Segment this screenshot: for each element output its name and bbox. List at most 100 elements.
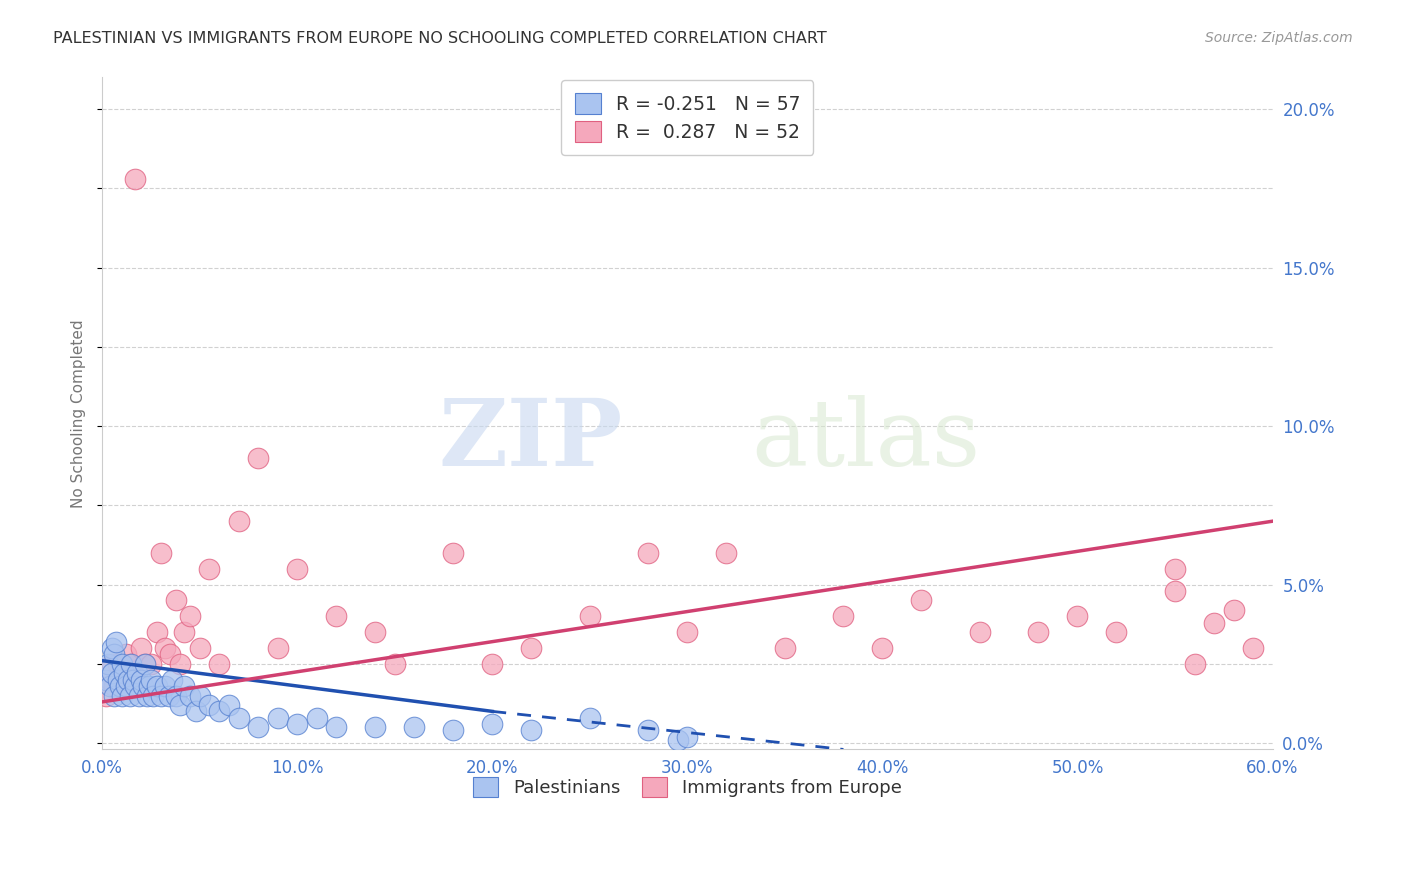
Point <box>114 679 136 693</box>
Point <box>139 673 162 687</box>
Point <box>1164 562 1187 576</box>
Point <box>146 625 169 640</box>
Point <box>579 609 602 624</box>
Point <box>198 562 221 576</box>
Point <box>118 689 141 703</box>
Point <box>129 640 152 655</box>
Point <box>98 679 121 693</box>
Point <box>481 657 503 671</box>
Point <box>136 689 159 703</box>
Point <box>142 689 165 703</box>
Point <box>872 640 894 655</box>
Point <box>773 640 796 655</box>
Point <box>1241 640 1264 655</box>
Point <box>384 657 406 671</box>
Point <box>94 689 117 703</box>
Point <box>114 648 136 662</box>
Point <box>1066 609 1088 624</box>
Point <box>179 689 201 703</box>
Point <box>520 723 543 738</box>
Point <box>832 609 855 624</box>
Point <box>103 689 125 703</box>
Point <box>910 593 932 607</box>
Point <box>228 514 250 528</box>
Point <box>666 732 689 747</box>
Point <box>157 689 180 703</box>
Point <box>1105 625 1128 640</box>
Point <box>208 705 231 719</box>
Point <box>159 648 181 662</box>
Point <box>165 689 187 703</box>
Point <box>969 625 991 640</box>
Text: PALESTINIAN VS IMMIGRANTS FROM EUROPE NO SCHOOLING COMPLETED CORRELATION CHART: PALESTINIAN VS IMMIGRANTS FROM EUROPE NO… <box>53 31 827 46</box>
Point <box>228 711 250 725</box>
Point <box>247 450 270 465</box>
Point <box>112 666 135 681</box>
Point <box>1028 625 1050 640</box>
Point <box>129 673 152 687</box>
Point <box>188 640 211 655</box>
Point <box>107 657 129 671</box>
Point <box>149 689 172 703</box>
Point <box>103 679 125 693</box>
Point <box>169 657 191 671</box>
Point <box>117 673 139 687</box>
Text: ZIP: ZIP <box>439 395 623 485</box>
Point <box>1202 615 1225 630</box>
Point <box>247 720 270 734</box>
Point <box>139 657 162 671</box>
Point <box>325 609 347 624</box>
Point <box>107 673 129 687</box>
Point <box>1222 603 1244 617</box>
Point <box>124 679 146 693</box>
Point <box>98 673 121 687</box>
Point <box>134 657 156 671</box>
Point <box>108 679 131 693</box>
Point <box>103 648 125 662</box>
Point <box>97 657 120 671</box>
Point <box>198 698 221 712</box>
Point <box>101 640 124 655</box>
Point <box>364 720 387 734</box>
Point <box>104 634 127 648</box>
Point <box>208 657 231 671</box>
Point <box>267 711 290 725</box>
Point <box>173 625 195 640</box>
Point <box>285 717 308 731</box>
Point <box>364 625 387 640</box>
Point <box>111 689 134 703</box>
Point <box>153 640 176 655</box>
Point <box>716 546 738 560</box>
Point <box>127 673 149 687</box>
Point <box>637 546 659 560</box>
Point <box>132 679 155 693</box>
Point <box>122 673 145 687</box>
Point <box>184 705 207 719</box>
Point <box>138 679 160 693</box>
Point <box>149 546 172 560</box>
Point <box>404 720 426 734</box>
Point <box>179 609 201 624</box>
Y-axis label: No Schooling Completed: No Schooling Completed <box>72 319 86 508</box>
Point <box>637 723 659 738</box>
Point <box>520 640 543 655</box>
Point <box>94 673 117 687</box>
Point <box>188 689 211 703</box>
Point <box>153 679 176 693</box>
Point <box>481 717 503 731</box>
Point <box>441 723 464 738</box>
Text: Source: ZipAtlas.com: Source: ZipAtlas.com <box>1205 31 1353 45</box>
Point <box>165 593 187 607</box>
Point <box>173 679 195 693</box>
Point <box>146 679 169 693</box>
Point <box>579 711 602 725</box>
Point <box>121 657 143 671</box>
Point <box>267 640 290 655</box>
Point <box>162 673 184 687</box>
Point <box>305 711 328 725</box>
Point <box>169 698 191 712</box>
Point <box>128 689 150 703</box>
Text: atlas: atlas <box>752 395 981 485</box>
Point <box>218 698 240 712</box>
Point <box>285 562 308 576</box>
